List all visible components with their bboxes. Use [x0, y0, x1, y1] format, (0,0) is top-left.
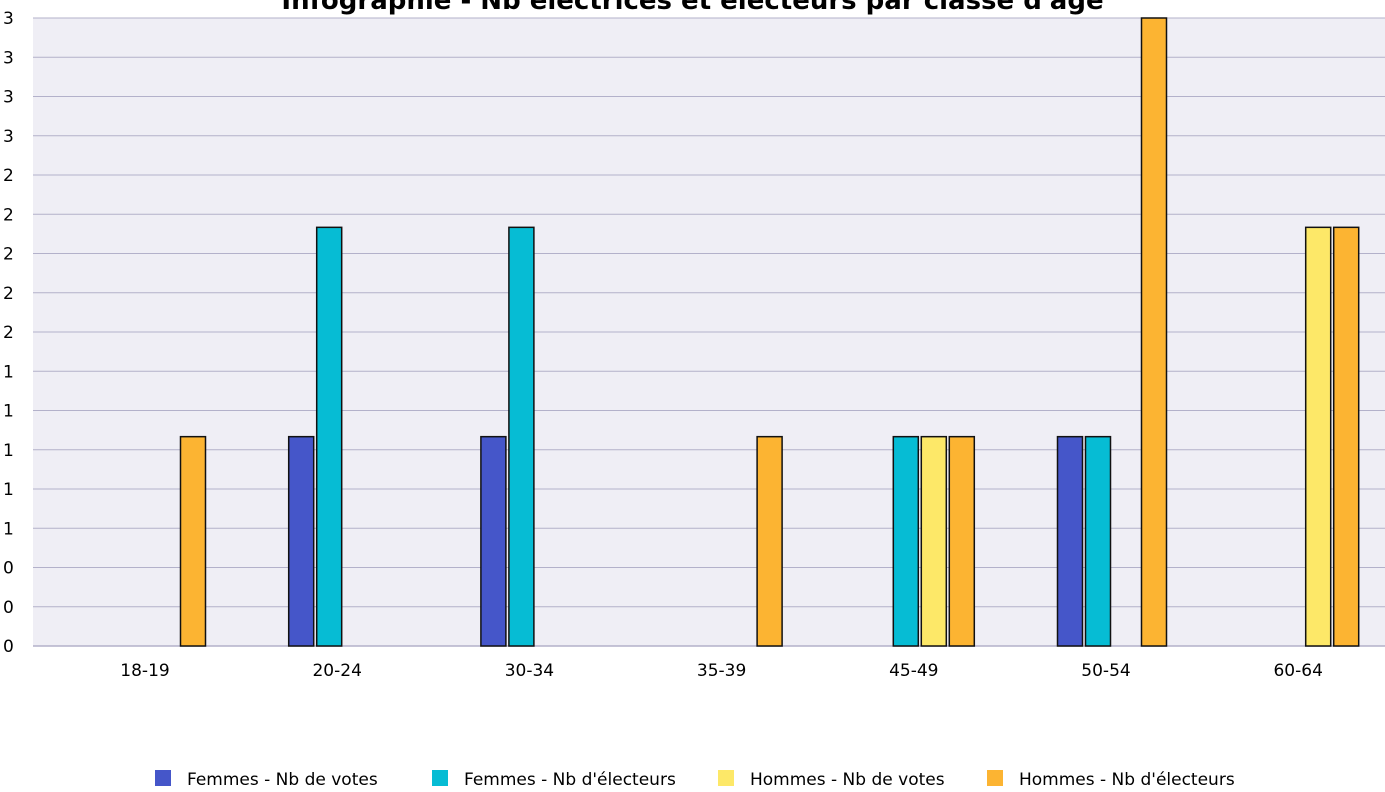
x-axis: 18-19 20-24 30-34 35-39 45-49 50-54 60-64: [120, 661, 1323, 681]
y-tick-label: 2: [3, 205, 14, 225]
x-tick-label: 20-24: [312, 661, 361, 681]
y-tick-label: 2: [3, 166, 14, 186]
y-tick-label: 2: [3, 323, 14, 343]
legend-label: Hommes - Nb de votes: [750, 770, 945, 790]
bar: [1056, 435, 1084, 647]
y-tick-label: 1: [3, 441, 14, 461]
bar: [892, 435, 920, 647]
bar: [948, 435, 976, 647]
y-tick-label: 3: [3, 127, 14, 147]
x-tick-label: 18-19: [120, 661, 169, 681]
bar: [315, 226, 343, 647]
y-tick-label: 0: [3, 637, 14, 657]
y-axis: 0 0 0 1 1 1 1 1 2 2 2 2 2 3 3 3 3: [3, 9, 14, 657]
legend-label: Femmes - Nb d'électeurs: [464, 770, 676, 790]
x-tick-label: 45-49: [889, 661, 938, 681]
legend-swatch: [718, 770, 734, 786]
chart-title: Infographie - Nb électrices et électeurs…: [281, 0, 1104, 16]
bar: [1140, 17, 1168, 647]
y-tick-label: 2: [3, 284, 14, 304]
x-tick-label: 30-34: [505, 661, 554, 681]
bar: [1084, 435, 1112, 647]
bar: [1304, 226, 1332, 647]
y-tick-label: 2: [3, 245, 14, 265]
y-tick-label: 1: [3, 519, 14, 539]
legend-label: Hommes - Nb d'électeurs: [1019, 770, 1235, 790]
x-tick-label: 50-54: [1081, 661, 1130, 681]
bar: [179, 435, 207, 647]
y-tick-label: 1: [3, 402, 14, 422]
bar: [287, 435, 315, 647]
y-tick-label: 1: [3, 362, 14, 382]
bars: [179, 17, 1360, 647]
bar: [1332, 226, 1360, 647]
legend-swatch: [432, 770, 448, 786]
bar: [480, 435, 507, 647]
legend-label: Femmes - Nb de votes: [187, 770, 378, 790]
legend: Femmes - Nb de votes Femmes - Nb d'électe…: [155, 770, 1235, 790]
y-tick-label: 0: [3, 559, 14, 579]
x-tick-label: 35-39: [697, 661, 746, 681]
bar: [920, 435, 948, 647]
y-tick-label: 1: [3, 480, 14, 500]
y-tick-label: 3: [3, 88, 14, 108]
y-tick-label: 3: [3, 48, 14, 68]
legend-swatch: [987, 770, 1003, 786]
x-tick-label: 60-64: [1273, 661, 1322, 681]
legend-swatch: [155, 770, 171, 786]
y-tick-label: 3: [3, 9, 14, 29]
bar: [508, 226, 535, 647]
bar: [756, 435, 783, 647]
y-tick-label: 0: [3, 598, 14, 618]
